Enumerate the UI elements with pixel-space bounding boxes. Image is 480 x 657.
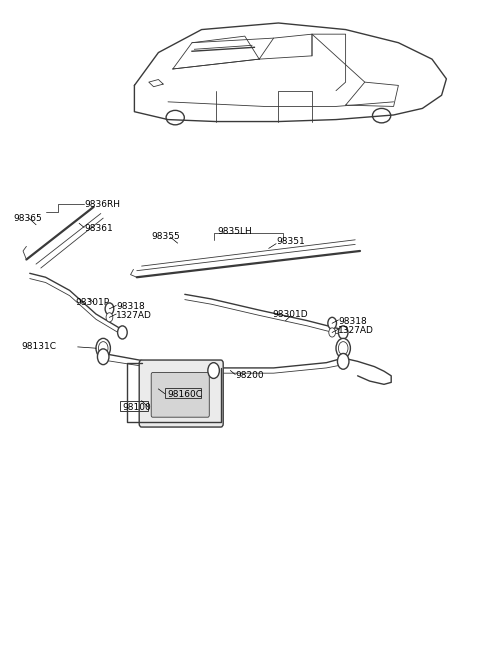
FancyBboxPatch shape [139, 360, 223, 427]
Circle shape [336, 338, 350, 358]
Circle shape [105, 303, 114, 315]
Bar [165, 388, 201, 398]
Text: 1327AD: 1327AD [116, 311, 152, 320]
Text: 98301P: 98301P [76, 298, 110, 307]
Text: 98318: 98318 [338, 317, 367, 326]
Circle shape [97, 349, 109, 365]
Circle shape [337, 353, 349, 369]
Circle shape [208, 363, 219, 378]
Circle shape [106, 313, 113, 322]
Text: 98200: 98200 [235, 371, 264, 380]
Text: 98318: 98318 [116, 302, 145, 311]
Text: 1327AD: 1327AD [338, 326, 374, 335]
Circle shape [338, 342, 348, 355]
Circle shape [328, 317, 336, 329]
Text: 9836RH: 9836RH [84, 200, 120, 210]
Circle shape [329, 328, 336, 337]
Circle shape [118, 326, 127, 339]
Text: 98301D: 98301D [273, 309, 308, 319]
Text: 98361: 98361 [84, 224, 113, 233]
Text: 98355: 98355 [151, 232, 180, 241]
Text: 98100: 98100 [122, 403, 151, 412]
Text: 98160C: 98160C [167, 390, 202, 399]
Text: 98365: 98365 [13, 214, 42, 223]
Circle shape [96, 338, 110, 358]
Circle shape [338, 326, 348, 339]
Circle shape [98, 342, 108, 355]
Text: 98131C: 98131C [22, 342, 57, 351]
FancyBboxPatch shape [151, 373, 209, 417]
Text: 9835LH: 9835LH [217, 227, 252, 236]
Text: 98351: 98351 [276, 237, 305, 246]
Bar [120, 401, 148, 411]
